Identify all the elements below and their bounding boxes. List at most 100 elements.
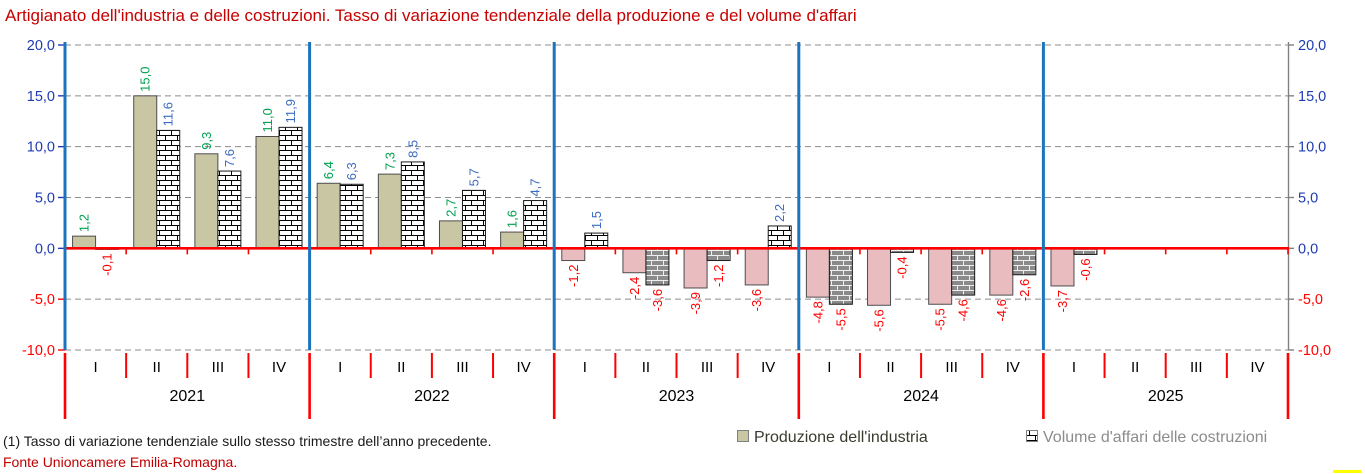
bar-construction [339, 183, 364, 249]
value-label: -3,6 [749, 289, 764, 311]
value-label: 11,0 [260, 108, 275, 132]
bar-construction [1012, 247, 1037, 276]
bar-construction [461, 189, 486, 249]
value-label: -5,5 [833, 308, 848, 330]
legend-production-label: Produzione dell'industria [754, 429, 928, 446]
y-axis-label-left: 15,0 [27, 89, 55, 105]
y-axis-label-left: 5,0 [35, 191, 55, 207]
bar-production [1050, 247, 1075, 287]
value-label: 7,6 [222, 149, 237, 167]
quarter-label: II [397, 359, 405, 376]
bar-production [744, 247, 769, 286]
value-label: 1,6 [505, 210, 520, 228]
y-axis-label-left: 0,0 [35, 241, 55, 257]
bar-production [805, 247, 830, 298]
y-axis-label-left: 10,0 [27, 140, 55, 156]
quarter-label: III [701, 359, 714, 376]
bar-construction [767, 225, 792, 249]
legend-construction-label: Volume d'affari delle costruzioni [1043, 429, 1268, 446]
year-label: 2023 [659, 388, 695, 405]
bar-construction [645, 247, 670, 286]
chart-title: Artigianato dell'industria e delle costr… [5, 6, 857, 25]
bar-production [989, 247, 1014, 296]
value-label: 6,4 [321, 161, 336, 179]
quarter-label: I [338, 359, 342, 376]
year-label: 2021 [170, 388, 206, 405]
value-label: -2,4 [627, 277, 642, 299]
bar-construction [156, 129, 181, 249]
value-label: -4,6 [994, 299, 1009, 321]
value-label: -4,8 [810, 301, 825, 323]
y-axis-label-right: -10,0 [1298, 343, 1331, 359]
quarter-label: II [153, 359, 161, 376]
y-axis-label-right: 0,0 [1298, 241, 1318, 257]
value-label: 11,9 [283, 99, 298, 123]
bar-production [561, 247, 586, 262]
bar-production [867, 247, 892, 306]
quarter-label: III [456, 359, 469, 376]
bar-production [255, 136, 280, 249]
value-label: 11,6 [161, 102, 176, 126]
quarter-label: II [886, 359, 894, 376]
bar-production [316, 182, 341, 249]
value-label: -1,2 [566, 265, 581, 287]
quarter-label: IV [1250, 359, 1264, 376]
y-axis-label-right: 15,0 [1298, 89, 1326, 105]
construction-swatch-icon [1026, 429, 1038, 447]
value-label: -3,9 [688, 292, 703, 314]
bar-construction [706, 247, 731, 262]
value-label: 9,3 [199, 132, 214, 150]
bar-production [194, 153, 219, 249]
value-label: 2,2 [772, 204, 787, 222]
y-axis-label-left: -5,0 [30, 292, 55, 308]
legend-item-construction: Volume d'affari delle costruzioni [1026, 429, 1267, 447]
year-label: 2022 [414, 388, 450, 405]
bar-production [377, 173, 402, 249]
bar-construction [217, 170, 242, 249]
y-axis-label-right: 5,0 [1298, 191, 1318, 207]
quarter-label: II [1131, 359, 1139, 376]
quarter-label: III [1190, 359, 1203, 376]
bar-production [133, 95, 158, 249]
bar-production [72, 235, 97, 249]
quarter-label: IV [761, 359, 775, 376]
value-label: 8,5 [405, 140, 420, 158]
bar-construction [278, 126, 303, 249]
value-label: -3,7 [1055, 290, 1070, 312]
bar-chart-plot: 1,2 15,0 9,3 11,0 6,4 7,3 2,7 1,6 -1,2 -2,4 -3,9 -3… [22, 38, 1331, 419]
bar-production [683, 247, 708, 289]
y-axis-label-left: 20,0 [27, 38, 55, 54]
value-label: 7,3 [382, 152, 397, 170]
value-label: -2,6 [1017, 279, 1032, 301]
value-label: -1,2 [711, 265, 726, 287]
year-label: 2025 [1148, 388, 1184, 405]
quarter-label: IV [517, 359, 531, 376]
legend-item-production: Produzione dell'industria [737, 429, 928, 447]
bar-construction [828, 247, 853, 305]
value-label: -4,6 [956, 299, 971, 321]
source-text: Fonte Unioncamere Emilia-Romagna. [3, 454, 238, 470]
value-label: -5,5 [933, 308, 948, 330]
y-axis-label-right: 20,0 [1298, 38, 1326, 54]
value-label: 1,5 [589, 211, 604, 229]
value-label: 1,2 [77, 214, 92, 232]
yellow-marker [1333, 470, 1361, 473]
bar-construction [584, 232, 609, 249]
quarter-label: II [642, 359, 650, 376]
y-axis-label-right: -5,0 [1298, 292, 1323, 308]
value-label: 2,7 [443, 199, 458, 217]
quarter-label: III [945, 359, 958, 376]
value-label: -5,6 [872, 309, 887, 331]
production-swatch-icon [737, 429, 749, 447]
year-label: 2024 [903, 388, 939, 405]
bar-production [500, 231, 525, 249]
y-axis-label-left: -10,0 [22, 343, 55, 359]
bar-construction [400, 161, 425, 249]
value-label: -0,6 [1078, 258, 1093, 280]
value-label: 6,3 [344, 162, 359, 180]
value-label: 4,7 [528, 178, 543, 196]
value-label: -0,4 [895, 256, 910, 278]
quarter-label: I [1072, 359, 1076, 376]
value-label: -3,6 [650, 289, 665, 311]
